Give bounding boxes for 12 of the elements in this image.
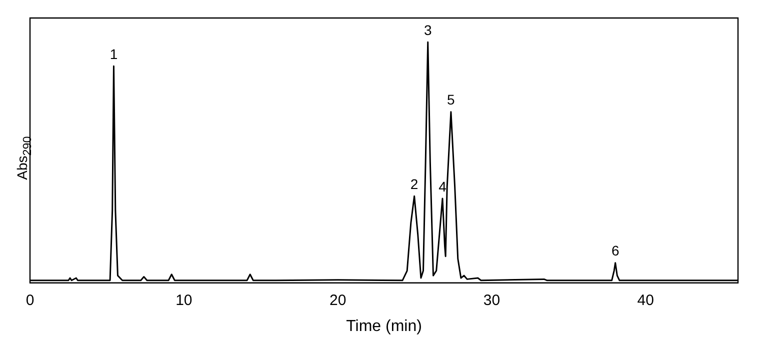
annotation: 5 bbox=[447, 92, 456, 108]
x-tick-label: 40 bbox=[637, 292, 654, 309]
x-tick-label: 0 bbox=[26, 292, 34, 309]
x-tick-label: 20 bbox=[329, 292, 346, 309]
annotation: 2 bbox=[410, 176, 418, 192]
annotation: 4 bbox=[438, 178, 447, 194]
annotation: 1 bbox=[110, 46, 118, 62]
x-axis-title: Time (min) bbox=[346, 318, 422, 335]
x-tick-label: 30 bbox=[483, 292, 500, 309]
x-tick-label: 10 bbox=[176, 292, 192, 309]
annotation: 3 bbox=[424, 22, 432, 38]
annotation: 6 bbox=[611, 242, 620, 259]
